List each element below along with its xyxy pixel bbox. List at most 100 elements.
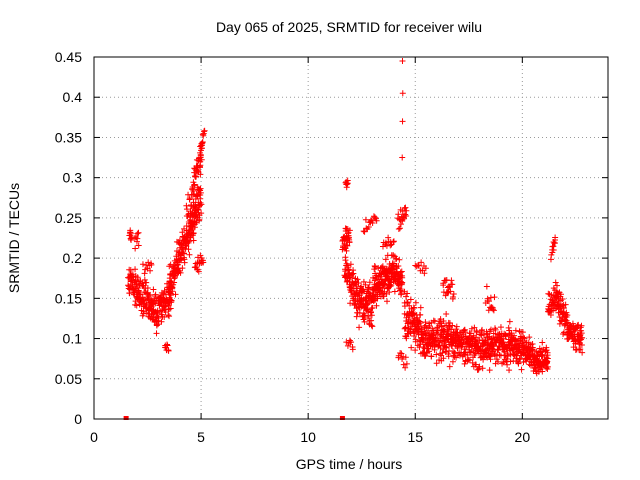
data-point [163, 341, 170, 348]
data-point [513, 351, 520, 358]
data-point [433, 351, 440, 358]
data-point [473, 329, 480, 336]
x-tick-label: 20 [515, 429, 531, 445]
data-point [398, 280, 405, 287]
data-point [198, 201, 205, 208]
data-point [373, 302, 380, 309]
data-point [200, 259, 207, 266]
data-point [489, 306, 496, 313]
data-point [520, 334, 527, 341]
data-point [486, 367, 493, 374]
data-point [177, 269, 184, 276]
data-point [473, 361, 480, 368]
data-point [183, 206, 190, 213]
data-point [385, 234, 392, 241]
data-point [172, 274, 179, 281]
data-point [197, 152, 204, 159]
data-point [201, 127, 208, 134]
data-point [369, 323, 376, 330]
zero-marker [339, 416, 345, 420]
data-point [371, 214, 378, 221]
data-point [347, 261, 354, 268]
y-tick-label: 0.1 [63, 331, 83, 347]
data-point [350, 270, 357, 277]
x-tick-label: 10 [300, 429, 316, 445]
data-point [368, 312, 375, 319]
data-point [419, 267, 426, 274]
data-point [511, 332, 518, 339]
data-point [421, 270, 428, 277]
data-point [186, 195, 193, 202]
data-point [414, 314, 421, 321]
data-point [556, 313, 563, 320]
data-point [399, 154, 406, 161]
data-point [557, 303, 564, 310]
data-point [443, 310, 450, 317]
data-point [578, 322, 585, 329]
data-point [153, 322, 160, 329]
data-point [516, 356, 523, 363]
data-point [461, 326, 468, 333]
y-axis-label: SRMTID / TECUs [6, 183, 22, 293]
data-point [348, 339, 355, 346]
data-point [466, 357, 473, 364]
data-point [512, 327, 519, 334]
y-tick-label: 0.4 [63, 89, 83, 105]
data-point [444, 289, 451, 296]
data-point [190, 237, 197, 244]
y-tick-label: 0.45 [55, 49, 82, 65]
zero-marker [123, 416, 129, 420]
data-point [539, 351, 546, 358]
data-point [460, 327, 467, 334]
data-point [347, 300, 354, 307]
data-point [578, 341, 585, 348]
data-point [478, 327, 485, 334]
data-point [158, 318, 165, 325]
data-point [483, 283, 490, 290]
data-point [395, 263, 402, 270]
data-point [552, 234, 559, 241]
data-point [504, 355, 511, 362]
data-point [576, 346, 583, 353]
data-point [178, 257, 185, 264]
data-point [417, 319, 424, 326]
data-point [371, 262, 378, 269]
data-point [403, 293, 410, 300]
data-point [382, 256, 389, 263]
data-point [500, 339, 507, 346]
data-point [491, 294, 498, 301]
data-point [373, 217, 380, 224]
data-point [344, 180, 351, 187]
data-point [408, 344, 415, 351]
data-point [398, 350, 405, 357]
data-point [456, 352, 463, 359]
data-point [165, 289, 172, 296]
data-point [497, 324, 504, 331]
data-point [198, 210, 205, 217]
data-point [387, 279, 394, 286]
data-point [518, 366, 525, 373]
y-tick-label: 0.25 [55, 210, 82, 226]
data-point [363, 225, 370, 232]
data-point [174, 261, 181, 268]
data-point [384, 298, 391, 305]
data-point [194, 206, 201, 213]
data-point [167, 305, 174, 312]
data-point [200, 130, 207, 137]
data-point [374, 295, 381, 302]
data-point [439, 349, 446, 356]
data-point [179, 265, 186, 272]
data-point [392, 256, 399, 263]
data-point [197, 189, 204, 196]
data-point [388, 282, 395, 289]
data-point [440, 318, 447, 324]
data-point [147, 267, 154, 274]
data-point [190, 179, 197, 186]
data-point [346, 227, 353, 234]
data-point [164, 342, 171, 349]
data-point [355, 279, 362, 286]
data-point [450, 291, 457, 298]
data-point [399, 90, 406, 97]
data-point [186, 238, 193, 245]
data-point [504, 352, 511, 359]
